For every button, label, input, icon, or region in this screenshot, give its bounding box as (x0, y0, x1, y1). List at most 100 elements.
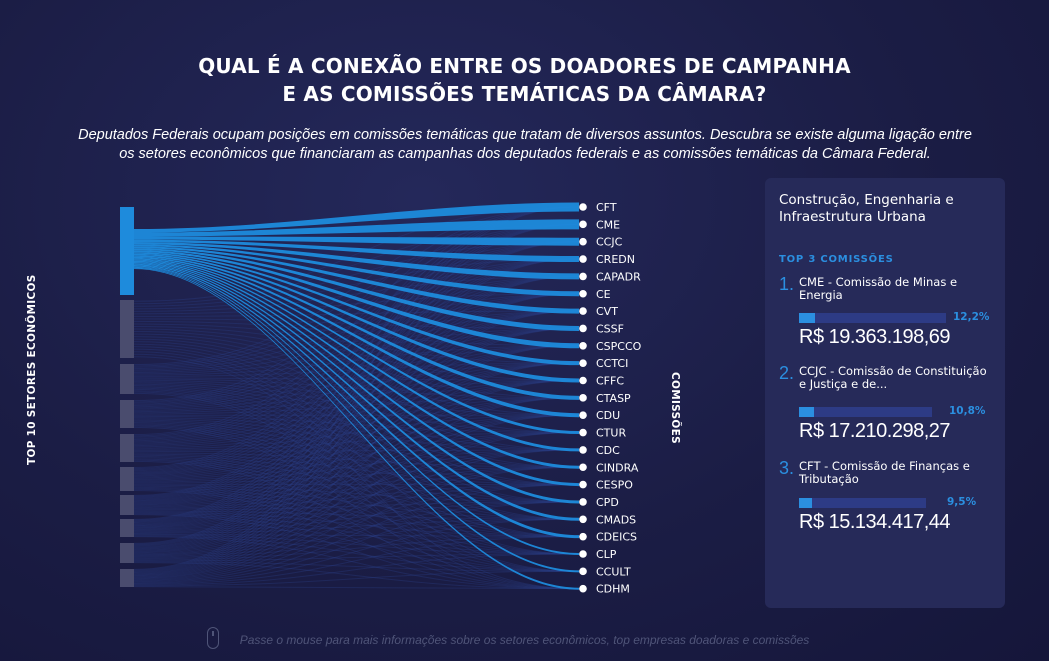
commission-node-dot[interactable] (579, 324, 587, 333)
sector-commission-link (133, 223, 580, 367)
rank-number: 1. (779, 274, 795, 294)
commission-node-dot[interactable] (579, 220, 587, 229)
selected-sector-ribbon[interactable] (134, 248, 579, 331)
commission-label[interactable]: CVT (596, 305, 618, 318)
sector-node[interactable] (120, 207, 134, 295)
commission-label[interactable]: CAPADR (596, 270, 641, 283)
sector-commission-link (133, 562, 580, 590)
selected-sector-ribbon[interactable] (134, 253, 579, 383)
commission-node-dot[interactable] (579, 203, 587, 211)
selected-sector-ribbon[interactable] (134, 250, 579, 349)
sector-commission-link (133, 432, 580, 581)
commission-label[interactable]: CDEICS (596, 531, 637, 544)
commission-node-dot[interactable] (579, 515, 587, 524)
subtitle-line-1: Deputados Federais ocupam posições em co… (78, 127, 972, 143)
commission-label[interactable]: CINDRA (596, 461, 639, 474)
commission-label[interactable]: CCTCI (596, 357, 628, 370)
commission-label[interactable]: CSSF (596, 322, 624, 335)
selected-sector-ribbon[interactable] (134, 239, 579, 263)
sector-node[interactable] (120, 495, 134, 515)
sector-node[interactable] (120, 543, 134, 563)
selected-sector-ribbon[interactable] (134, 246, 579, 314)
selected-sector-ribbon[interactable] (134, 255, 579, 400)
selected-sector-ribbon[interactable] (134, 267, 579, 573)
selected-sector-ribbon[interactable] (134, 260, 579, 469)
sector-node[interactable] (120, 400, 134, 428)
commission-node-dot[interactable] (579, 463, 587, 472)
commission-label[interactable]: CDU (596, 409, 620, 422)
selected-sector-ribbon[interactable] (134, 252, 579, 366)
sector-node[interactable] (120, 467, 134, 491)
commission-label[interactable]: CCJC (596, 236, 623, 249)
commission-label[interactable]: CREDN (596, 253, 635, 266)
commission-label[interactable]: CCULT (596, 565, 631, 578)
selected-sector-ribbon[interactable] (134, 265, 579, 539)
commission-node-dot[interactable] (579, 376, 587, 385)
commission-label[interactable]: CESPO (596, 479, 633, 492)
commission-node-dot[interactable] (579, 394, 587, 402)
sector-commission-link (133, 345, 580, 411)
selected-sector-ribbon[interactable] (134, 263, 579, 504)
sector-node[interactable] (120, 569, 134, 587)
commission-node-dot[interactable] (579, 532, 587, 541)
sectors-axis-label: TOP 10 SETORES ECONÔMICOS (26, 274, 38, 465)
selected-sector-ribbon[interactable] (134, 266, 579, 555)
commission-node-dot[interactable] (579, 550, 587, 558)
share-bar-fill (799, 313, 815, 323)
selected-sector-ribbon[interactable] (134, 202, 579, 233)
sector-node[interactable] (120, 519, 134, 537)
commission-node-dot[interactable] (579, 480, 587, 489)
selected-sector-ribbon[interactable] (134, 241, 579, 280)
sector-commission-link (133, 346, 580, 520)
commission-node-dot[interactable] (579, 255, 587, 263)
commission-label[interactable]: CE (596, 288, 611, 301)
commission-node-dot[interactable] (579, 272, 587, 281)
commission-label[interactable]: CTASP (596, 392, 631, 405)
sector-commission-link (133, 385, 580, 486)
commission-node-dot[interactable] (579, 307, 587, 315)
sector-node[interactable] (120, 300, 134, 358)
sector-commission-link (133, 466, 580, 582)
page-subtitle: Deputados Federais ocupam posições em co… (40, 126, 1010, 164)
sector-commission-link (133, 414, 580, 530)
share-percent: 12,2% (953, 311, 990, 323)
sector-commission-link (133, 488, 580, 572)
commission-label[interactable]: CDHM (596, 583, 630, 596)
commission-node-dot[interactable] (579, 446, 587, 454)
commission-label[interactable]: CTUR (596, 427, 626, 440)
selected-sector-ribbon[interactable] (134, 219, 579, 237)
selected-sector-ribbon[interactable] (134, 259, 579, 452)
sector-commission-link (133, 586, 580, 590)
commission-label[interactable]: CPD (596, 496, 619, 509)
commission-label[interactable]: CLP (596, 548, 617, 561)
commission-node-dot[interactable] (579, 342, 587, 350)
commission-label[interactable]: CDC (596, 444, 620, 457)
share-percent: 9,5% (947, 496, 977, 508)
commission-node-dot[interactable] (579, 237, 587, 246)
selected-sector-ribbon[interactable] (134, 268, 579, 590)
commission-node-dot[interactable] (579, 498, 587, 506)
sector-node[interactable] (120, 434, 134, 462)
commission-node-dot[interactable] (579, 567, 587, 576)
commission-label[interactable]: CFFC (596, 375, 624, 388)
sector-commission-link (133, 275, 580, 371)
commission-node-dot[interactable] (579, 289, 587, 298)
sector-node[interactable] (120, 364, 134, 394)
sector-commission-link (133, 386, 580, 503)
commission-label[interactable]: CSPCCO (596, 340, 642, 353)
selected-sector-ribbon[interactable] (134, 256, 579, 418)
selected-sector-ribbon[interactable] (134, 258, 579, 435)
selected-sector-ribbon[interactable] (134, 261, 579, 487)
commission-label[interactable]: CMADS (596, 513, 636, 526)
selected-sector-ribbon[interactable] (134, 244, 579, 297)
sector-commission-link (133, 223, 580, 403)
commission-label[interactable]: CFT (596, 201, 617, 214)
commission-node-dot[interactable] (579, 359, 587, 367)
selected-sector-ribbon[interactable] (134, 264, 579, 521)
commission-label[interactable]: CME (596, 218, 620, 231)
commission-node-dot[interactable] (579, 411, 587, 420)
commission-node-dot[interactable] (579, 428, 587, 437)
selected-sector-ribbon[interactable] (134, 236, 579, 246)
commission-node-dot[interactable] (579, 584, 587, 593)
